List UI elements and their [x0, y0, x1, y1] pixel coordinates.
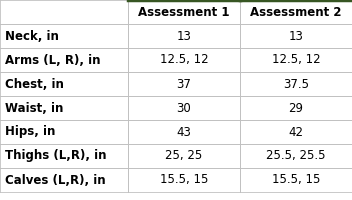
- Text: 12.5, 12: 12.5, 12: [272, 53, 320, 66]
- Text: Calves (L,R), in: Calves (L,R), in: [5, 173, 106, 186]
- Bar: [0, 120, 128, 144]
- Bar: [0, 96, 128, 120]
- Bar: [128, 120, 240, 144]
- Bar: [0, 72, 128, 96]
- Bar: [128, 24, 240, 48]
- Text: 42: 42: [289, 126, 303, 138]
- Text: 37: 37: [177, 77, 191, 90]
- Bar: [128, 96, 240, 120]
- Bar: [240, 24, 352, 48]
- Text: 15.5, 15: 15.5, 15: [272, 173, 320, 186]
- Text: 15.5, 15: 15.5, 15: [160, 173, 208, 186]
- Bar: [0, 48, 128, 72]
- Text: 43: 43: [177, 126, 191, 138]
- Bar: [0, 168, 128, 192]
- Bar: [0, 24, 128, 48]
- Text: Chest, in: Chest, in: [5, 77, 64, 90]
- Bar: [0, 144, 128, 168]
- Text: Assessment 1: Assessment 1: [138, 5, 230, 19]
- Text: 25.5, 25.5: 25.5, 25.5: [266, 150, 326, 162]
- Bar: [240, 72, 352, 96]
- Text: Hips, in: Hips, in: [5, 126, 55, 138]
- Bar: [240, 96, 352, 120]
- Bar: [128, 168, 240, 192]
- Text: 13: 13: [289, 29, 303, 43]
- Text: 13: 13: [177, 29, 191, 43]
- Bar: [240, 144, 352, 168]
- Bar: [0, 0, 128, 24]
- Text: 25, 25: 25, 25: [165, 150, 203, 162]
- Text: Waist, in: Waist, in: [5, 102, 63, 114]
- Text: 37.5: 37.5: [283, 77, 309, 90]
- Text: Arms (L, R), in: Arms (L, R), in: [5, 53, 101, 66]
- Text: Neck, in: Neck, in: [5, 29, 59, 43]
- Text: 30: 30: [177, 102, 191, 114]
- Bar: [128, 0, 240, 24]
- Text: Assessment 2: Assessment 2: [250, 5, 342, 19]
- Text: 12.5, 12: 12.5, 12: [160, 53, 208, 66]
- Bar: [240, 168, 352, 192]
- Bar: [240, 0, 352, 24]
- Bar: [240, 48, 352, 72]
- Bar: [128, 48, 240, 72]
- Bar: [240, 120, 352, 144]
- Text: 29: 29: [289, 102, 303, 114]
- Bar: [128, 144, 240, 168]
- Text: Thighs (L,R), in: Thighs (L,R), in: [5, 150, 107, 162]
- Bar: [128, 72, 240, 96]
